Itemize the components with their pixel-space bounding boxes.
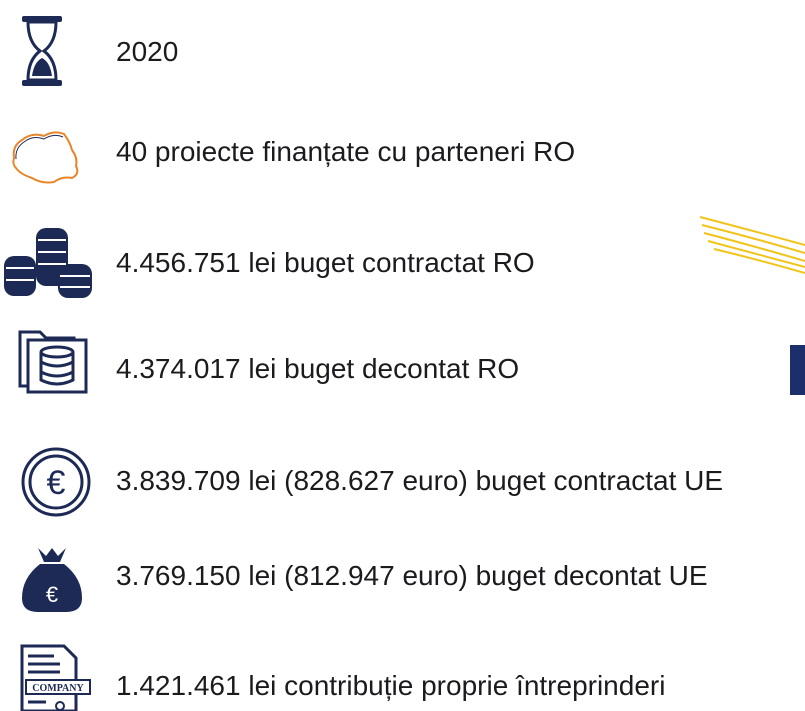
item-text: 2020: [116, 36, 179, 67]
item-text: 3.769.150 lei (812.947 euro) buget decon…: [116, 560, 708, 591]
item-text: 1.421.461 lei contribuție proprie întrep…: [116, 670, 666, 701]
map-icon: [12, 131, 79, 184]
coins-icon: [4, 228, 92, 298]
item-text: 3.839.709 lei (828.627 euro) buget contr…: [116, 465, 724, 496]
euro-icon: €: [21, 447, 91, 517]
svg-text:€: €: [46, 582, 58, 607]
hourglass-icon: [22, 16, 62, 86]
svg-text:COMPANY: COMPANY: [32, 683, 84, 694]
folder-icon: [18, 330, 88, 394]
item-text: 4.374.017 lei buget decontat RO: [116, 353, 520, 384]
logo-fragment: [699, 216, 805, 395]
svg-text:€: €: [47, 464, 66, 502]
company-icon: COMPANY: [20, 644, 91, 711]
money-bag-icon: €: [22, 548, 82, 612]
item-text: 4.456.751 lei buget contractat RO: [116, 247, 535, 278]
item-text: 40 proiecte finanțate cu parteneri RO: [116, 136, 576, 167]
